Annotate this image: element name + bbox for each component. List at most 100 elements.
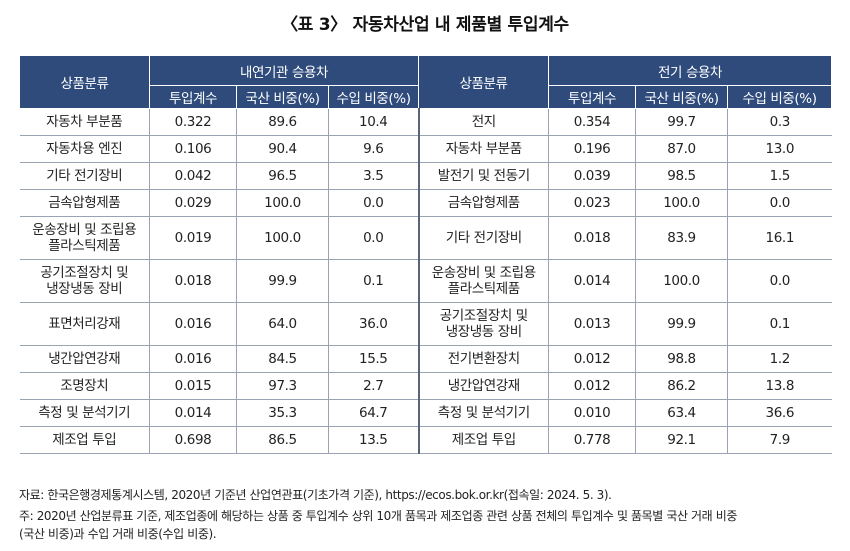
ev-domestic-share-cell: 87.0 bbox=[635, 135, 728, 163]
ice-coefficient-cell: 0.106 bbox=[149, 135, 237, 163]
ice-product-name-cell: 자동차용 엔진 bbox=[19, 135, 150, 163]
ev-import-share-cell: 13.0 bbox=[727, 135, 832, 163]
ev-import-share-cell: 0.1 bbox=[727, 302, 832, 346]
table-row: 운송장비 및 조립용 플라스틱제품 0.019 100.0 0.0 기타 전기장비 0.0… bbox=[19, 216, 832, 260]
ice-coefficient-cell: 0.698 bbox=[149, 426, 237, 454]
ice-domestic-share-cell: 89.6 bbox=[236, 108, 329, 136]
ice-import-share-cell: 9.6 bbox=[327, 135, 419, 163]
ice-domestic-share-cell: 84.5 bbox=[236, 345, 329, 373]
ev-import-share-cell: 7.9 bbox=[727, 426, 832, 454]
ev-coefficient-cell: 0.014 bbox=[548, 259, 636, 303]
ice-import-share-cell: 15.5 bbox=[327, 345, 419, 373]
table-row: 금속압형제품 0.029 100.0 0.0 금속압형제품 0.023 100.0 0.0 bbox=[19, 189, 832, 217]
ev-import-share-cell: 0.0 bbox=[727, 189, 832, 217]
ev-product-name-cell: 측정 및 분석기기 bbox=[417, 399, 549, 427]
ev-coefficient-cell: 0.018 bbox=[548, 216, 636, 260]
ev-coefficient-cell: 0.010 bbox=[548, 399, 636, 427]
ev-product-name-cell: 금속압형제품 bbox=[417, 189, 549, 217]
ev-domestic-share-cell: 98.5 bbox=[635, 162, 728, 190]
footnote-line-2: (국산 비중)과 수입 거래 비중(수입 비중). bbox=[19, 527, 217, 541]
ev-product-name-cell: 전기변환장치 bbox=[417, 345, 549, 373]
ice-coefficient-cell: 0.016 bbox=[149, 345, 237, 373]
ev-product-name-cell: 제조업 투입 bbox=[417, 426, 549, 454]
table-body: 자동차 부분품 0.322 89.6 10.4 전지 0.354 99.7 0.3 자동차용 엔… bbox=[19, 108, 832, 454]
ice-import-share-cell: 10.4 bbox=[327, 108, 419, 136]
ice-coefficient-cell: 0.014 bbox=[149, 399, 237, 427]
ev-domestic-share-cell: 99.7 bbox=[635, 108, 728, 136]
ev-domestic-share-cell: 98.8 bbox=[635, 345, 728, 373]
category-header-left: 상품분류 bbox=[19, 55, 150, 109]
ice-product-name-cell: 냉간압연강재 bbox=[19, 345, 150, 373]
ice-domestic-share-cell: 97.3 bbox=[236, 372, 329, 400]
ice-product-name-cell: 자동차 부분품 bbox=[19, 108, 150, 136]
ice-import-share-cell: 13.5 bbox=[327, 426, 419, 454]
ice-coefficient-cell: 0.015 bbox=[149, 372, 237, 400]
ev-domestic-share-cell: 92.1 bbox=[635, 426, 728, 454]
ice-import-share-cell: 36.0 bbox=[327, 302, 419, 346]
ice-product-name-cell: 조명장치 bbox=[19, 372, 150, 400]
table-row: 자동차용 엔진 0.106 90.4 9.6 자동차 부분품 0.196 87.0 13.0 bbox=[19, 135, 832, 163]
ev-coefficient-cell: 0.023 bbox=[548, 189, 636, 217]
ev-product-name-cell: 운송장비 및 조립용 플라스틱제품 bbox=[417, 259, 549, 303]
ice-import-share-cell: 0.0 bbox=[327, 216, 419, 260]
ev-coefficient-cell: 0.039 bbox=[548, 162, 636, 190]
group-header-ice: 내연기관 승용차 bbox=[148, 55, 420, 86]
footnote-line-1: 주: 2020년 산업분류표 기준, 제조업종에 해당하는 상품 중 투입계수 … bbox=[19, 509, 738, 523]
table-row: 냉간압연강재 0.016 84.5 15.5 전기변환장치 0.012 98.8 1.2 bbox=[19, 345, 832, 373]
ice-import-share-cell: 2.7 bbox=[327, 372, 419, 400]
ice-coefficient-cell: 0.042 bbox=[149, 162, 237, 190]
ev-import-share-cell: 0.0 bbox=[727, 259, 832, 303]
ev-import-share-cell: 1.5 bbox=[727, 162, 832, 190]
ice-product-name-cell: 제조업 투입 bbox=[19, 426, 150, 454]
ice-coefficient-cell: 0.322 bbox=[149, 108, 237, 136]
ice-coefficient-cell: 0.029 bbox=[149, 189, 237, 217]
ice-domestic-share-cell: 100.0 bbox=[236, 189, 329, 217]
ice-product-name-cell: 기타 전기장비 bbox=[19, 162, 150, 190]
ice-product-name-cell: 운송장비 및 조립용 플라스틱제품 bbox=[19, 216, 150, 260]
col-header-import-share: 수입 비중(%) bbox=[327, 85, 420, 109]
ev-import-share-cell: 16.1 bbox=[727, 216, 832, 260]
table-title: 〈표 3〉 자동차산업 내 제품별 투입계수 bbox=[281, 15, 569, 35]
ev-coefficient-cell: 0.196 bbox=[548, 135, 636, 163]
col-header-domestic-share: 국산 비중(%) bbox=[236, 85, 329, 109]
ev-import-share-cell: 36.6 bbox=[727, 399, 832, 427]
ev-product-name-cell: 냉간압연강재 bbox=[417, 372, 549, 400]
ev-import-share-cell: 13.8 bbox=[727, 372, 832, 400]
ice-coefficient-cell: 0.019 bbox=[149, 216, 237, 260]
ev-domestic-share-cell: 99.9 bbox=[635, 302, 728, 346]
ev-domestic-share-cell: 100.0 bbox=[635, 189, 728, 217]
ice-domestic-share-cell: 96.5 bbox=[236, 162, 329, 190]
table-row: 자동차 부분품 0.322 89.6 10.4 전지 0.354 99.7 0.3 bbox=[19, 108, 832, 136]
header-row-groups: 상품분류 내연기관 승용차 상품분류 전기 승용차 bbox=[19, 55, 833, 109]
col-header-domestic-share: 국산 비중(%) bbox=[635, 85, 729, 109]
ice-import-share-cell: 64.7 bbox=[327, 399, 419, 427]
col-header-import-share: 수입 비중(%) bbox=[727, 85, 833, 109]
ice-coefficient-cell: 0.018 bbox=[149, 259, 237, 303]
header-row-columns: 투입계수 국산 비중(%) 수입 비중(%) 투입계수 국산 비중(%) 수입 … bbox=[20, 85, 833, 109]
source-note: 자료: 한국은행경제통계시스템, 2020년 기준년 산업연관표(기초가격 기준… bbox=[19, 488, 612, 502]
ev-coefficient-cell: 0.012 bbox=[548, 372, 636, 400]
col-header-coefficient: 투입계수 bbox=[149, 85, 237, 109]
ev-domestic-share-cell: 83.9 bbox=[635, 216, 728, 260]
ice-domestic-share-cell: 35.3 bbox=[236, 399, 329, 427]
table-row: 제조업 투입 0.698 86.5 13.5 제조업 투입 0.778 92.1 7.9 bbox=[19, 426, 832, 454]
ev-domestic-share-cell: 63.4 bbox=[635, 399, 728, 427]
ice-domestic-share-cell: 64.0 bbox=[236, 302, 329, 346]
ev-domestic-share-cell: 86.2 bbox=[635, 372, 728, 400]
ice-domestic-share-cell: 100.0 bbox=[236, 216, 329, 260]
ev-coefficient-cell: 0.012 bbox=[548, 345, 636, 373]
ev-coefficient-cell: 0.778 bbox=[548, 426, 636, 454]
ev-product-name-cell: 기타 전기장비 bbox=[417, 216, 549, 260]
ev-product-name-cell: 자동차 부분품 bbox=[417, 135, 549, 163]
col-header-coefficient: 투입계수 bbox=[548, 85, 637, 109]
ev-import-share-cell: 1.2 bbox=[727, 345, 832, 373]
ev-domestic-share-cell: 100.0 bbox=[635, 259, 728, 303]
ice-import-share-cell: 0.0 bbox=[327, 189, 419, 217]
ice-import-share-cell: 3.5 bbox=[327, 162, 419, 190]
ev-import-share-cell: 0.3 bbox=[727, 108, 832, 136]
input-coefficient-table: 상품분류 내연기관 승용차 상품분류 전기 승용차 투입계수 국산 비중(%) … bbox=[19, 55, 833, 454]
table-row: 측정 및 분석기기 0.014 35.3 64.7 측정 및 분석기기 0.010 63.4… bbox=[19, 399, 832, 427]
table-row: 조명장치 0.015 97.3 2.7 냉간압연강재 0.012 86.2 13.8 bbox=[19, 372, 832, 400]
ice-import-share-cell: 0.1 bbox=[327, 259, 419, 303]
